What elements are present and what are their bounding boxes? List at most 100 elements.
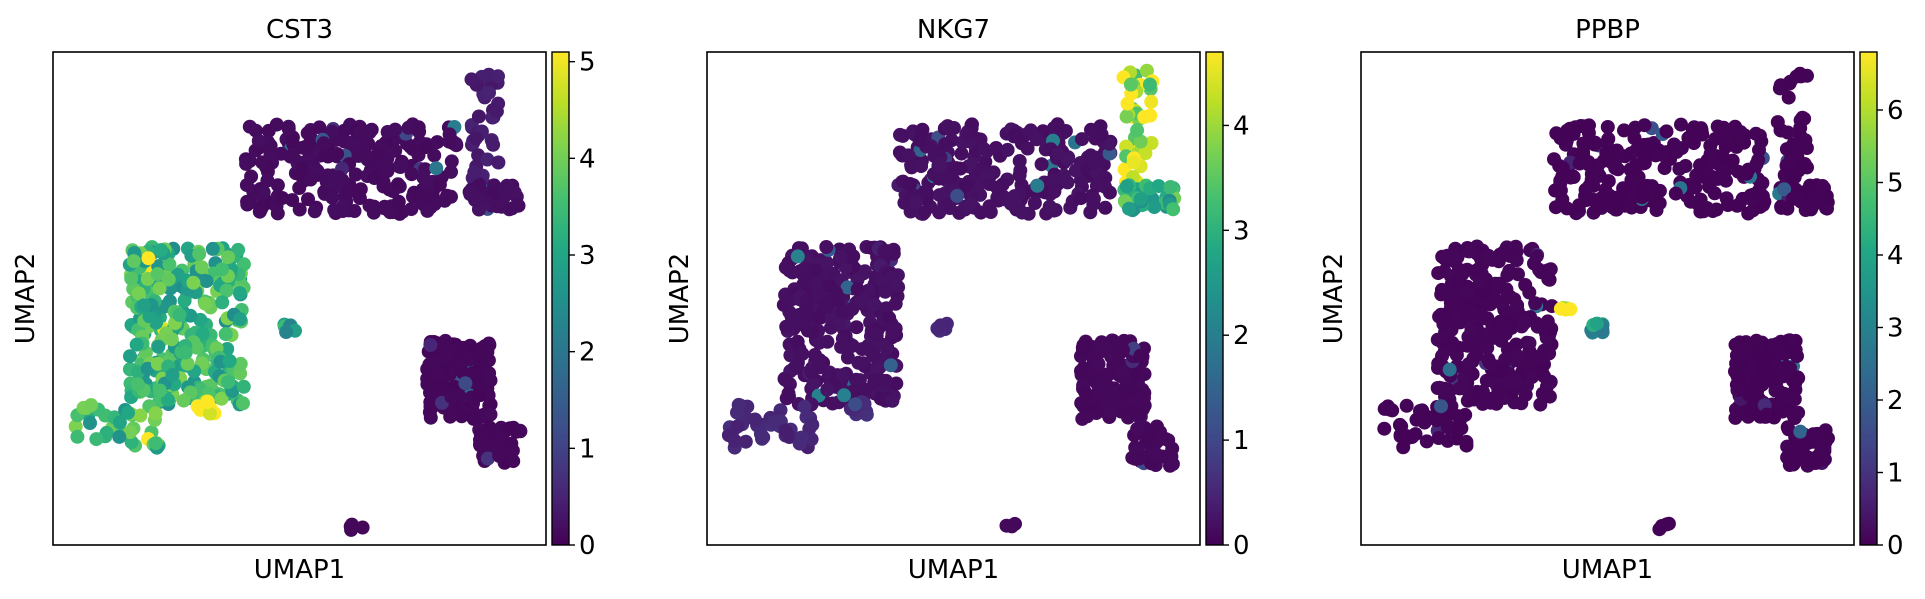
scatter-point — [1034, 157, 1049, 172]
scatter-point — [1137, 110, 1152, 124]
scatter-point — [1576, 119, 1591, 134]
scatter-point — [1102, 146, 1117, 161]
plot-frame — [1360, 51, 1855, 546]
y-axis-label: UMAP2 — [11, 253, 41, 344]
scatter-point — [121, 405, 135, 420]
scatter-point — [1749, 157, 1764, 171]
scatter-point — [218, 327, 233, 342]
scatter-point — [1434, 399, 1448, 414]
scatter-point — [458, 376, 473, 391]
scatter-point — [1492, 276, 1507, 291]
scatter-point — [1731, 404, 1746, 419]
scatter-point — [1623, 162, 1638, 177]
scatter-point — [1116, 343, 1130, 358]
scatter-point — [148, 436, 163, 451]
scatter-point — [1087, 155, 1102, 170]
scatter-point — [1757, 363, 1772, 378]
scatter-point — [164, 332, 179, 347]
scatter-point — [401, 120, 416, 135]
colorbar-tick-label: 1 — [579, 434, 596, 464]
scatter-point — [1815, 179, 1830, 193]
scatter-point — [1133, 134, 1148, 149]
scatter-point — [1050, 117, 1065, 132]
scatter-point — [1496, 361, 1510, 375]
scatter-point — [1672, 161, 1687, 176]
colorbar-tick-label: 2 — [1887, 386, 1904, 416]
scatter-point — [1797, 111, 1812, 126]
scatter-point — [491, 155, 506, 170]
scatter-point — [1120, 376, 1135, 391]
scatter-point — [456, 340, 471, 355]
scatter-point — [1440, 433, 1455, 448]
scatter-point — [1030, 178, 1045, 193]
scatter-point — [798, 309, 813, 324]
scatter-point — [1617, 123, 1631, 138]
scatter-point — [1555, 160, 1570, 175]
scatter-point — [214, 391, 229, 406]
scatter-points — [721, 63, 1182, 534]
scatter-point — [299, 139, 314, 154]
scatter-point — [1119, 109, 1134, 124]
scatter-point — [1093, 119, 1108, 134]
scatter-point — [281, 121, 296, 136]
scatter-point — [1480, 340, 1495, 355]
scatter-point — [1133, 192, 1148, 207]
panel-ppbp: PPBP UMAP1 UMAP2 0 1 2 3 4 5 6 — [1319, 15, 1904, 585]
scatter-point — [1449, 311, 1464, 326]
scatter-point — [472, 348, 486, 362]
scatter-point — [1462, 244, 1477, 259]
scatter-points — [68, 67, 528, 537]
scatter-point — [1429, 413, 1444, 428]
scatter-point — [1431, 266, 1446, 281]
scatter-point — [325, 190, 340, 205]
scatter-point — [1649, 203, 1664, 218]
scatter-point — [835, 305, 850, 320]
scatter-point — [1119, 179, 1134, 194]
scatter-point — [1511, 267, 1525, 282]
scatter-point — [256, 185, 271, 200]
scatter-point — [1144, 136, 1159, 150]
scatter-point — [388, 122, 403, 137]
scatter-point — [806, 376, 821, 391]
scatter-point — [202, 406, 217, 421]
scatter-point — [1442, 362, 1457, 377]
scatter-point — [1102, 136, 1117, 151]
scatter-point — [1419, 434, 1434, 449]
scatter-point — [936, 319, 951, 334]
x-axis-label: UMAP1 — [1562, 555, 1653, 585]
scatter-point — [1517, 316, 1532, 331]
scatter-point — [820, 334, 835, 349]
scatter-point — [819, 240, 834, 254]
scatter-point — [325, 124, 339, 139]
scatter-point — [1147, 447, 1162, 462]
colorbar-tick-label: 3 — [579, 241, 596, 271]
scatter-point — [412, 124, 427, 139]
scatter-point — [1126, 155, 1141, 170]
scatter-point — [1012, 168, 1027, 183]
scatter-point — [1774, 199, 1789, 214]
scatter-point — [351, 148, 366, 163]
scatter-point — [963, 197, 977, 211]
scatter-point — [1600, 120, 1615, 134]
scatter-point — [1798, 133, 1813, 148]
scatter-point — [152, 383, 167, 398]
scatter-point — [901, 148, 916, 163]
scatter-point — [467, 165, 482, 180]
scatter-point — [976, 141, 991, 156]
scatter-point — [1780, 125, 1795, 140]
scatter-point — [1056, 168, 1071, 183]
scatter-point — [1742, 191, 1757, 206]
scatter-point — [275, 191, 290, 205]
scatter-point — [1431, 356, 1446, 371]
scatter-point — [1474, 307, 1489, 322]
scatter-point — [423, 399, 438, 414]
scatter-point — [455, 365, 470, 380]
scatter-point — [1444, 399, 1459, 414]
scatter-point — [1098, 367, 1113, 382]
scatter-point — [800, 323, 815, 338]
scatter-point — [950, 188, 965, 203]
scatter-point — [1137, 390, 1151, 405]
scatter-point — [371, 146, 386, 161]
colorbar-gradient — [551, 51, 570, 546]
scatter-point — [1151, 179, 1166, 194]
